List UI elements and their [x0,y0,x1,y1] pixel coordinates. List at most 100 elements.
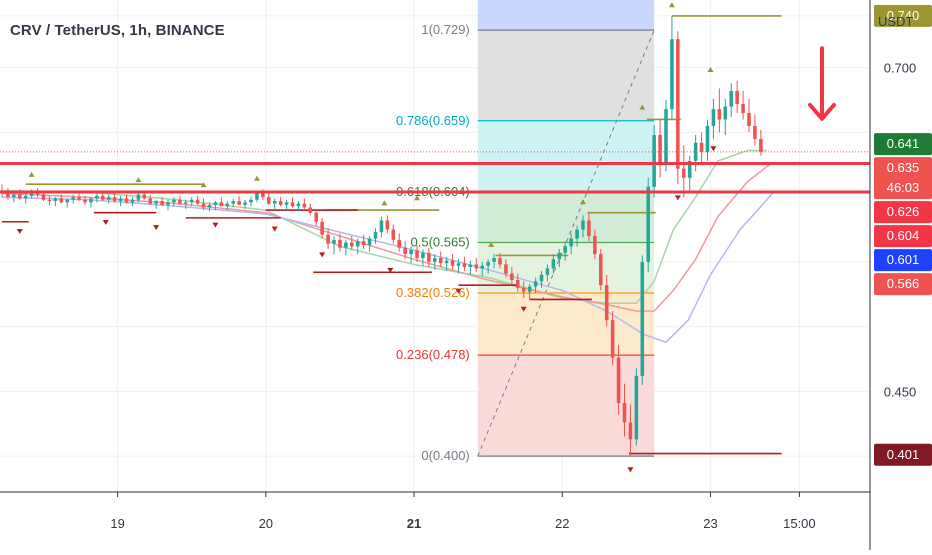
candle-down [18,194,22,199]
candle-up [640,261,645,376]
candle-down [717,109,722,120]
candle-down [308,207,313,213]
price-tag-label: 0.601 [887,252,920,267]
candle-down [314,212,318,222]
candle-up [53,198,58,202]
candle-down [593,236,597,255]
candle-down [462,263,467,268]
pivot-low-marker [710,146,717,152]
price-tag [874,201,932,224]
candle-down [628,422,633,440]
fib-band-1 [477,30,655,121]
candle-down [498,258,502,265]
candle-up [545,268,550,275]
price-tag-label: 0.401 [887,447,920,462]
fib-level-label-1: 1(0.729) [421,22,469,37]
candle-up [670,39,674,110]
candle-down [587,220,591,236]
candle-down [320,221,324,235]
candle-up [373,232,378,239]
candle-up [456,263,461,266]
pivot-low-marker [102,219,109,225]
candle-down [47,199,52,202]
candle-down [658,135,662,164]
price-tick-label: 0.700 [884,61,917,76]
candle-up [563,246,567,253]
candle-down [438,258,443,264]
pivot-high-marker [414,195,420,201]
price-tag [874,4,932,27]
pivot-high-marker [200,182,207,188]
time-tick-label: 15:00 [783,516,816,531]
horizontal-lines [0,46,870,194]
price-tag-countdown: 46:03 [887,180,920,195]
candle-up [729,90,733,107]
candle-down [622,403,627,423]
pivot-low-marker [212,222,219,228]
candle-up [29,191,34,196]
pivot-high-marker [668,2,675,8]
candle-up [12,194,16,198]
fib-trend-line [477,29,655,457]
candle-up [189,199,194,203]
candle-down [148,198,152,204]
fib-band-0.618 [477,191,655,243]
candle-up [231,201,235,204]
candle-down [160,201,164,205]
candle-down [201,203,206,208]
pivot-low-marker [455,288,462,294]
candle-up [355,241,360,247]
moving-average-line-3 [1,192,774,344]
time-tick-label: 19 [110,516,124,531]
fib-band-0.236 [477,355,655,457]
pivot-high-marker [639,104,646,110]
pivot-low-marker [674,195,681,201]
pivot-high-marker [381,200,388,206]
candle-up [296,203,301,207]
candle-down [41,194,46,200]
time-axis-background [0,492,870,550]
symbol-title: CRV / TetherUS, 1h, BINANCE [10,22,225,39]
pivot-low-marker [319,252,326,258]
candle-up [65,199,69,203]
candle-down [290,202,295,207]
candle-up [95,195,99,199]
candle-down [361,241,366,246]
time-tick-label: 20 [259,516,273,531]
candle-down [391,229,396,240]
pivot-high-marker [135,177,142,183]
candle-up [106,197,111,200]
candle-up [213,202,218,205]
price-tag-label: 0.604 [887,228,920,243]
candle-down [516,280,520,288]
price-tag [874,157,932,200]
candle-up [184,202,188,204]
candle-up [71,197,75,200]
price-tag-label: 0.641 [887,136,920,151]
candle-down [77,197,81,200]
candle-down [112,197,117,202]
candle-down [747,113,751,126]
candle-up [486,261,490,266]
candle-down [338,239,342,248]
candle-down [616,357,621,404]
candle-up [421,252,425,259]
candle-up [136,194,141,200]
candle-up [154,201,158,204]
candle-down [142,194,147,199]
candle-up [243,202,247,205]
candle-down [350,242,354,247]
pivot-lines [2,2,782,473]
candle-down [397,239,401,248]
candle-up [687,160,692,178]
candle-down [504,264,508,274]
candle-up [207,204,212,208]
price-tag-label: 0.740 [887,8,920,23]
pivot-low-marker [520,306,527,312]
price-tag [874,133,932,156]
candle-up [284,202,289,205]
